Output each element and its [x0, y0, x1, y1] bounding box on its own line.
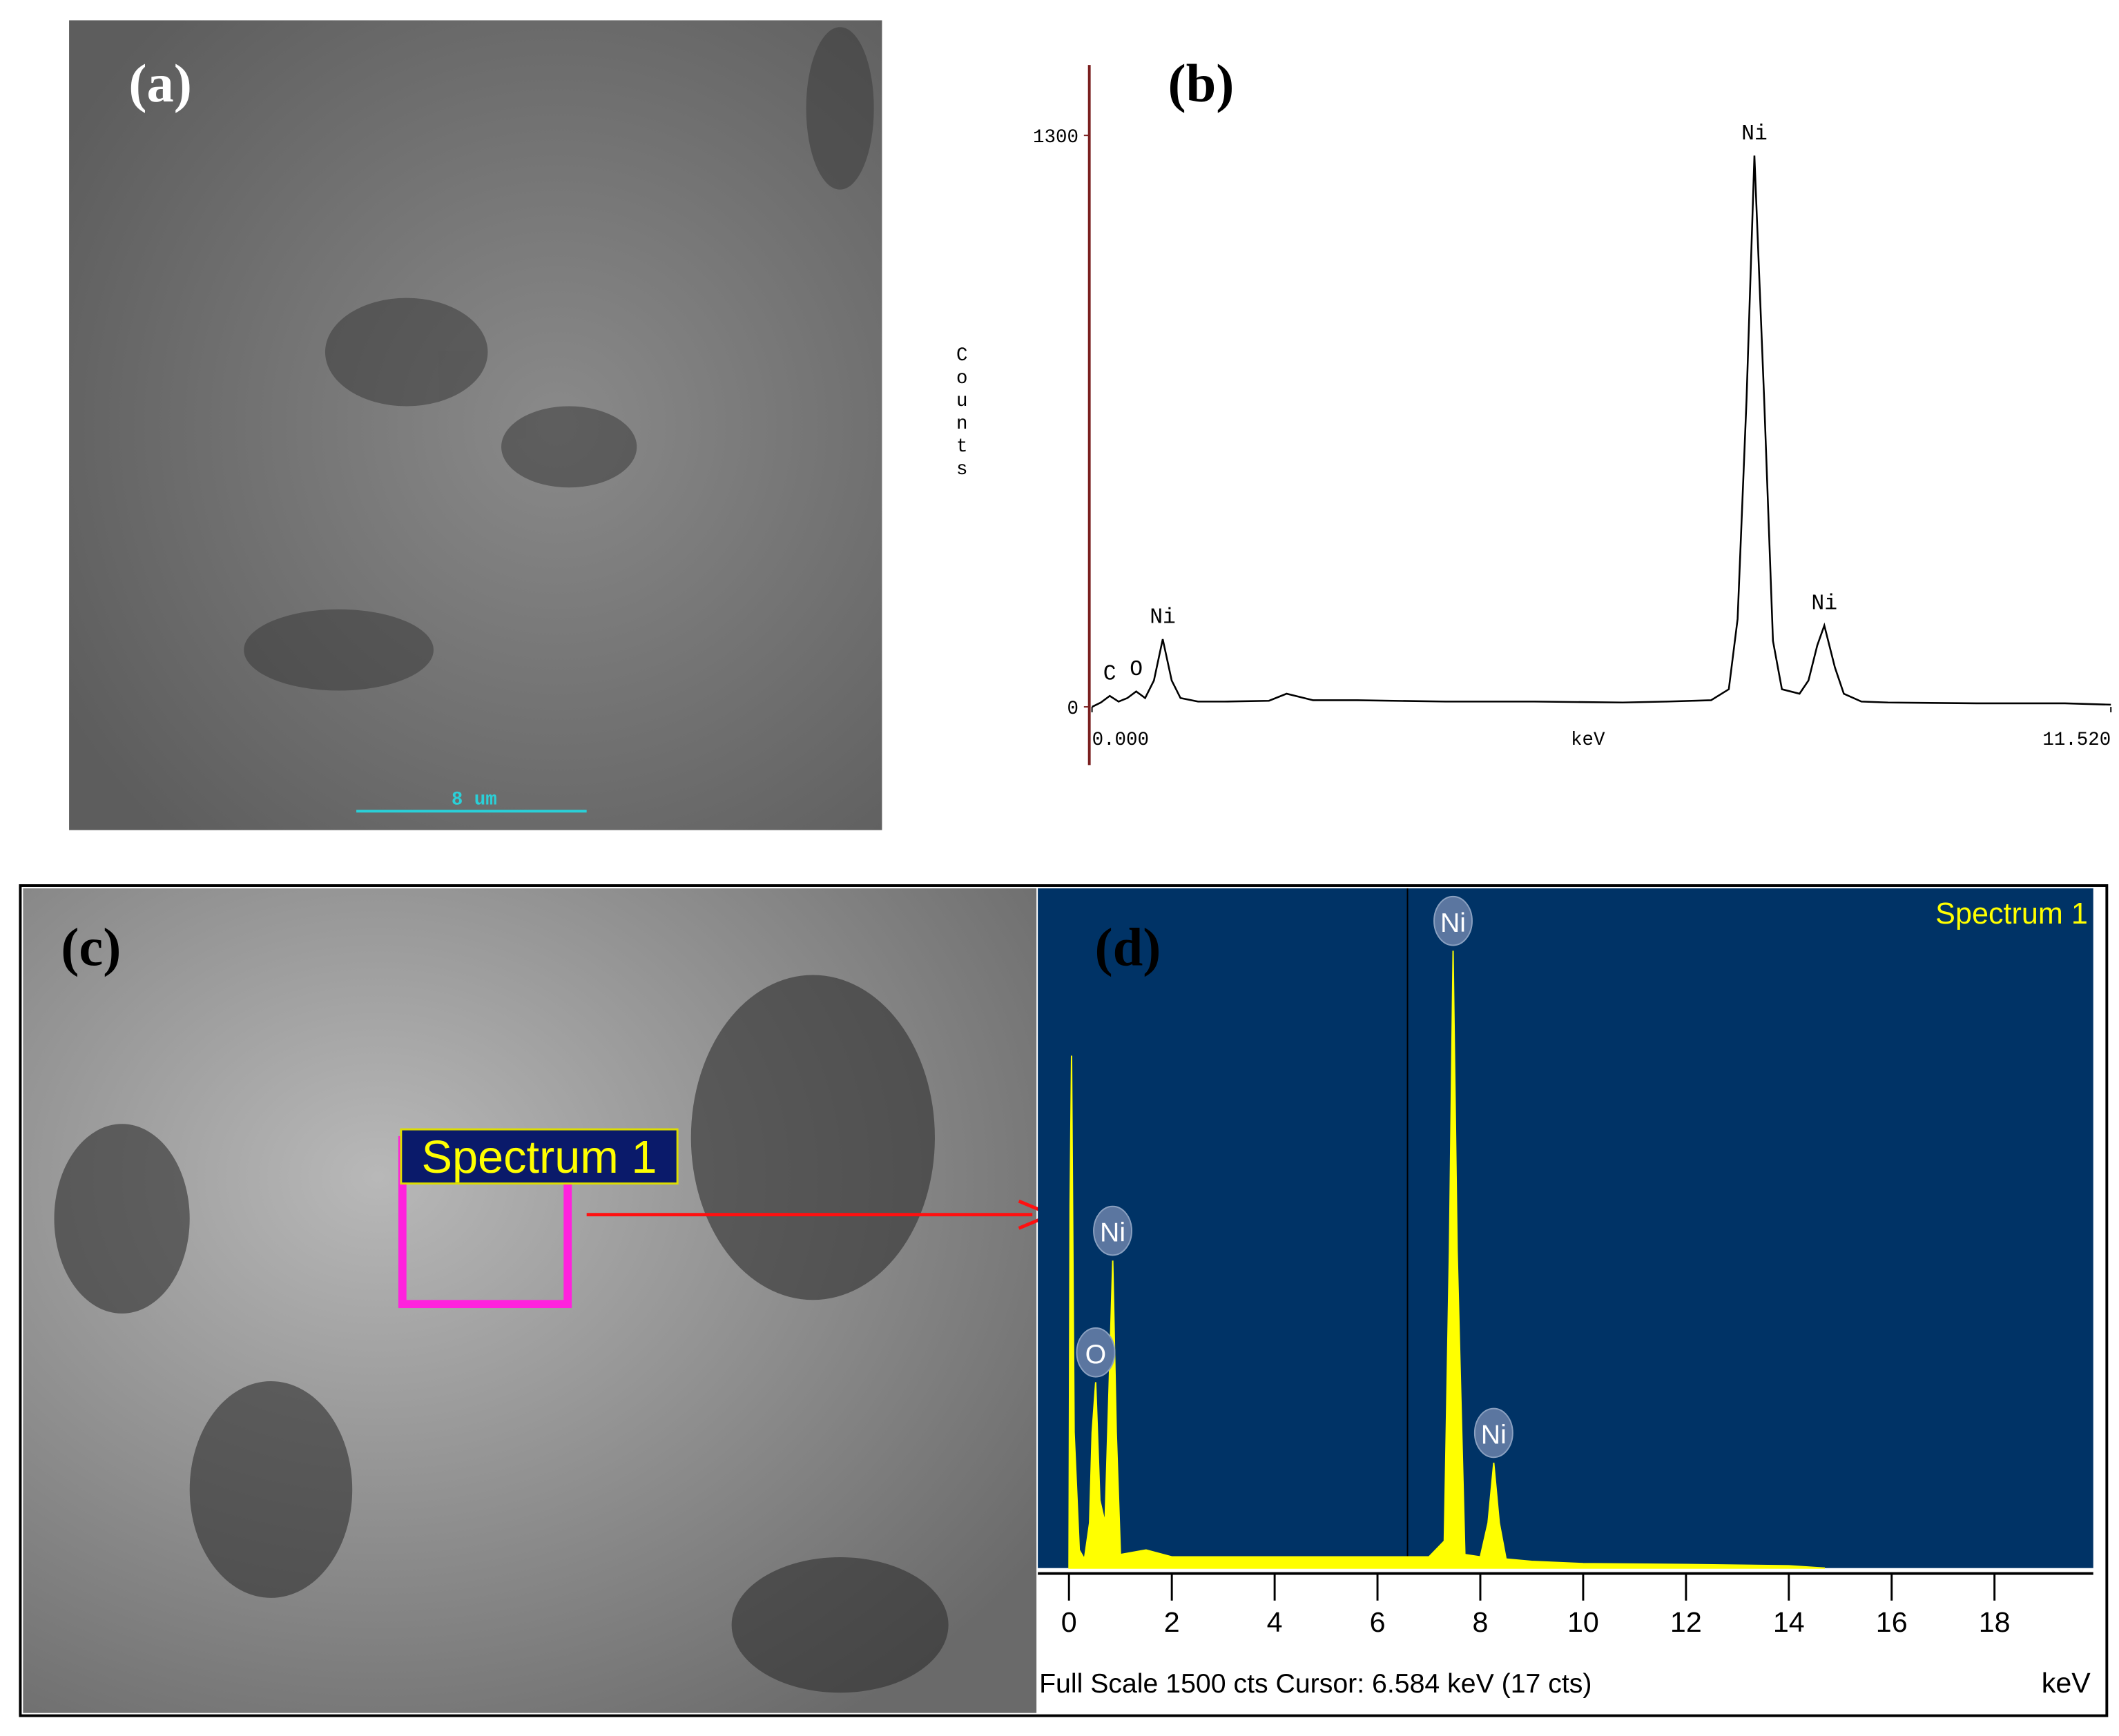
- x-tick-label: 6: [1370, 1606, 1386, 1638]
- x-tick-label: 0.000: [1092, 730, 1149, 751]
- x-tick-label: 2: [1164, 1606, 1180, 1638]
- sem-image: [69, 20, 882, 830]
- x-tick-label: 18: [1979, 1606, 2011, 1638]
- peak-badge: [1076, 1327, 1116, 1378]
- x-tick-label: 0: [1061, 1606, 1077, 1638]
- chart-title: Spectrum 1: [1935, 897, 2088, 930]
- spectrum-area: [1068, 950, 1826, 1569]
- peak-label: Ni: [1811, 592, 1837, 616]
- region-label: Spectrum 1: [421, 1132, 657, 1183]
- x-tick-label: 10: [1567, 1606, 1599, 1638]
- peak-label: Ni: [1440, 908, 1466, 938]
- x-axis-label: keV: [1571, 730, 1605, 751]
- x-axis-label: keV: [2042, 1667, 2091, 1699]
- peak-label: Ni: [1481, 1420, 1507, 1450]
- y-tick-label: 0: [1067, 699, 1078, 720]
- x-tick-label: 16: [1876, 1606, 1908, 1638]
- peak-label: O: [1130, 658, 1143, 682]
- x-tick-label: 14: [1773, 1606, 1805, 1638]
- x-tick-label: 8: [1473, 1606, 1489, 1638]
- sem-texture: [54, 975, 949, 1693]
- x-tick-label: 11.520: [2042, 730, 2111, 751]
- panel-label: (d): [1095, 917, 1161, 977]
- peak-label: Ni: [1100, 1218, 1125, 1248]
- panel-label: (a): [128, 53, 192, 113]
- sem-texture: [244, 27, 874, 691]
- y-tick-label: 1300: [1033, 127, 1078, 148]
- scale-label: 8 um: [452, 789, 497, 810]
- peak-label: Ni: [1741, 122, 1768, 146]
- panel-label: (b): [1168, 53, 1234, 113]
- region-tag: [400, 1128, 679, 1185]
- x-tick-label: 4: [1267, 1606, 1283, 1638]
- peak-badge: [1093, 1205, 1132, 1256]
- peak-badge: [1473, 1407, 1513, 1459]
- x-tick-label: 12: [1670, 1606, 1702, 1638]
- peak-label: O: [1085, 1339, 1107, 1369]
- y-axis-label: Counts: [951, 345, 973, 482]
- peak-label: Ni: [1150, 605, 1176, 630]
- footer: Full Scale 1500 cts Cursor: 6.584 keV (1…: [1039, 1668, 1591, 1699]
- panel-label: (c): [61, 917, 121, 977]
- peak-label: C: [1103, 663, 1116, 687]
- spectrum-line: [1092, 155, 2111, 708]
- plot-background: [1038, 888, 2093, 1568]
- peak-badge: [1433, 895, 1473, 946]
